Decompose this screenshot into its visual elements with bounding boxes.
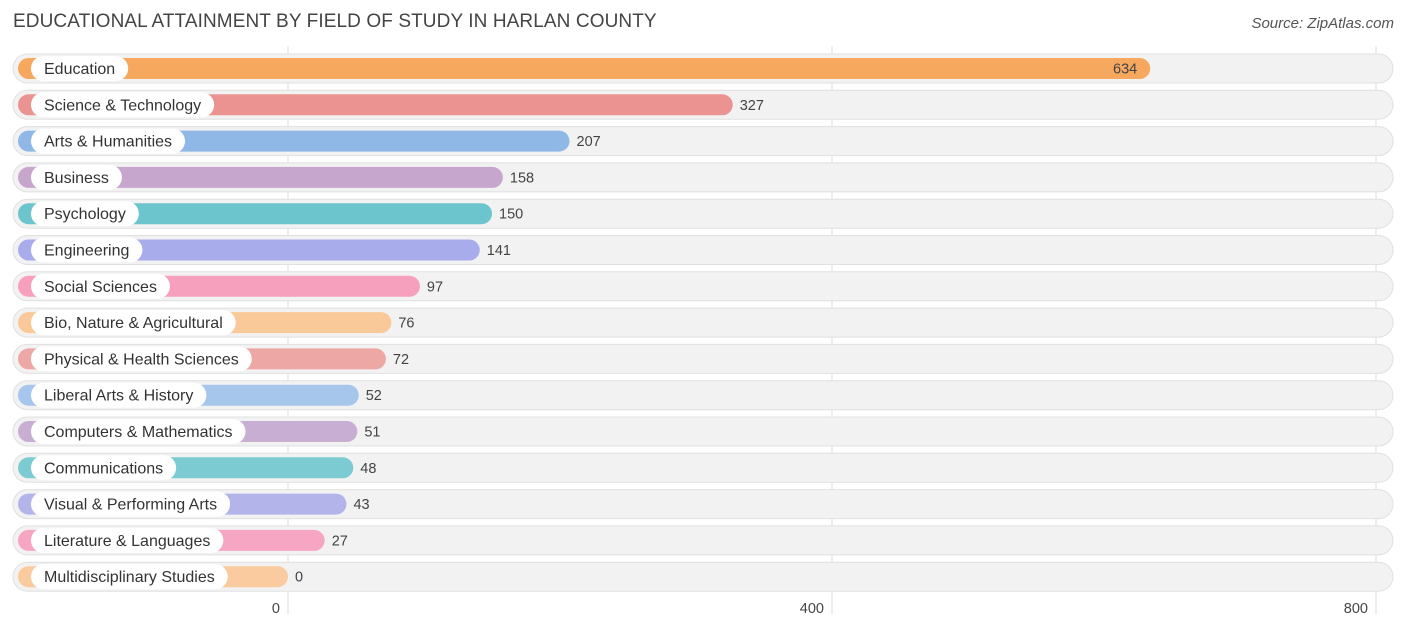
value-label: 76 (398, 316, 414, 332)
value-label: 51 (364, 425, 380, 441)
category-label-pill (31, 564, 228, 590)
category-label: Bio, Nature & Agricultural (44, 315, 223, 332)
axis-tick-label: 800 (1344, 601, 1368, 617)
category-label: Science & Technology (44, 97, 201, 114)
category-label: Multidisciplinary Studies (44, 569, 215, 586)
category-label-pill (31, 346, 252, 372)
value-label: 48 (360, 461, 376, 477)
value-label: 207 (577, 134, 601, 150)
value-label: 52 (366, 388, 382, 404)
category-label: Communications (44, 460, 163, 477)
category-label: Visual & Performing Arts (44, 497, 217, 514)
category-label: Business (44, 170, 109, 187)
category-label: Social Sciences (44, 279, 157, 296)
category-label-pill (31, 310, 236, 336)
category-label: Engineering (44, 243, 129, 260)
category-label-pill (31, 92, 215, 118)
value-label: 97 (427, 279, 443, 295)
category-label: Arts & Humanities (44, 134, 172, 151)
value-label: 72 (393, 352, 409, 368)
category-label: Literature & Languages (44, 533, 210, 550)
category-label-pill (31, 527, 224, 553)
value-label: 327 (740, 98, 764, 114)
category-label: Psychology (44, 206, 126, 223)
axis-tick-label: 0 (272, 601, 280, 617)
value-label: 27 (332, 533, 348, 549)
value-label: 634 (1113, 62, 1137, 78)
category-label-pill (31, 237, 143, 263)
value-label: 150 (499, 207, 523, 223)
value-label: 141 (487, 243, 511, 259)
bar (18, 166, 503, 188)
row-track (12, 489, 1394, 520)
category-label: Computers & Mathematics (44, 424, 233, 441)
category-label: Liberal Arts & History (44, 388, 193, 405)
chart-title: EDUCATIONAL ATTAINMENT BY FIELD OF STUDY… (13, 11, 657, 32)
category-label-pill (31, 419, 246, 444)
value-label: 43 (353, 497, 369, 513)
category-label-pill (31, 164, 122, 190)
category-label-pill (31, 128, 186, 154)
value-label: 158 (510, 170, 534, 186)
category-label-pill (31, 56, 129, 81)
row-track (12, 561, 1394, 592)
bar (18, 58, 1151, 79)
row-track (12, 380, 1394, 411)
chart-source: Source: ZipAtlas.com (1251, 15, 1394, 32)
category-label-pill (31, 455, 177, 481)
row-track (12, 525, 1394, 556)
value-label: 0 (295, 570, 303, 586)
category-label-pill (31, 382, 207, 408)
category-label: Education (44, 61, 115, 78)
category-label: Physical & Health Sciences (44, 351, 239, 368)
row-track (12, 452, 1394, 483)
category-label-pill (31, 491, 231, 517)
row-track (12, 416, 1394, 447)
category-label-pill (31, 273, 170, 299)
axis-tick-label: 400 (800, 601, 824, 617)
category-label-pill (31, 201, 139, 227)
